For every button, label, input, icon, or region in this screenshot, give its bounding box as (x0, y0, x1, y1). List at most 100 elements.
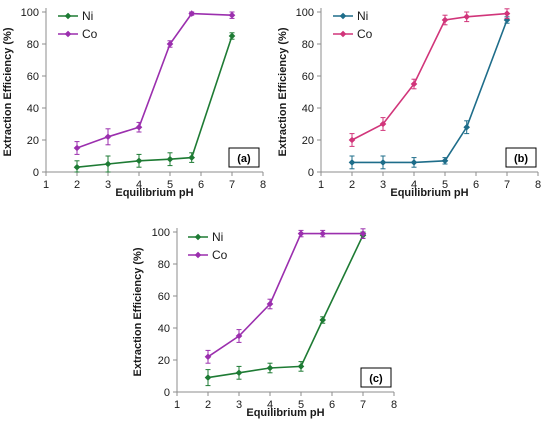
y-axis-label: Extraction Efficiency (%) (277, 27, 289, 156)
chart-panel-c: 0 20 40 60 80 100 1 2 3 4 5 6 7 8 Equilibrium pH Extrac… (132, 227, 397, 419)
legend-label: Ni (82, 9, 93, 23)
legend-item-ni: Ni (333, 9, 368, 23)
data-point (348, 136, 356, 144)
data-point (228, 11, 236, 19)
panel-tag: (c) (360, 367, 392, 388)
data-point (410, 159, 418, 166)
panel-tag-label: (c) (369, 373, 383, 385)
x-tick-label: 2 (205, 399, 211, 411)
x-tick-label: 3 (380, 179, 386, 191)
chart-panel-a: 0 20 40 60 80 100 1 2 3 4 5 6 7 8 Equilibrium pH Extrac… (2, 7, 266, 199)
data-point (188, 10, 196, 17)
panel-tag: (b) (505, 147, 537, 168)
series-ni (348, 16, 511, 170)
legend-swatch-marker (194, 233, 202, 241)
y-tick-label: 100 (296, 7, 314, 19)
data-point (359, 230, 367, 237)
x-tick-label: 5 (442, 179, 448, 191)
data-point (235, 332, 243, 340)
x-axis-label: Equilibrium pH (390, 187, 468, 199)
data-point (166, 40, 174, 48)
data-point (503, 10, 511, 17)
y-tick-label: 40 (158, 323, 170, 335)
series-ni (73, 32, 236, 173)
x-tick-label: 5 (298, 399, 304, 411)
x-tick-label: 1 (43, 179, 49, 191)
series-line (207, 232, 363, 358)
data-point (266, 364, 274, 372)
x-tick-label: 8 (260, 179, 266, 191)
legend-item-co: Co (333, 27, 373, 41)
y-tick-label: 0 (33, 167, 39, 179)
panel-tag-box (360, 367, 392, 388)
legend-swatch-marker (339, 30, 347, 38)
data-point (135, 157, 143, 165)
data-point (297, 363, 305, 370)
x-tick-label: 6 (198, 179, 204, 191)
x-tick-label: 2 (349, 179, 355, 191)
y-tick-label: 60 (27, 71, 39, 83)
legend-item-ni: Ni (58, 9, 93, 23)
y-tick-label: 100 (21, 7, 39, 19)
legend-label: Ni (212, 230, 223, 244)
x-tick-label: 6 (473, 179, 479, 191)
y-tick-label: 80 (27, 39, 39, 51)
x-tick-label: 1 (174, 399, 180, 411)
legend-label: Co (212, 248, 228, 262)
data-point (319, 230, 327, 237)
data-point (135, 123, 143, 131)
series-co (348, 8, 511, 147)
data-point (188, 154, 196, 161)
legend-swatch-marker (339, 12, 347, 20)
legend-label: Co (357, 27, 373, 41)
data-point (379, 120, 387, 128)
series-line (352, 19, 508, 164)
x-axis-label: Equilibrium pH (246, 407, 324, 419)
data-point (348, 159, 356, 166)
data-point (104, 133, 112, 141)
data-point (73, 163, 81, 171)
series-co (204, 228, 367, 364)
x-tick-label: 4 (411, 179, 417, 191)
data-point (441, 16, 449, 24)
y-tick-label: 80 (158, 259, 170, 271)
y-tick-label: 40 (27, 103, 39, 115)
series-line (351, 12, 508, 141)
data-point (319, 316, 327, 324)
y-tick-label: 20 (302, 135, 314, 147)
data-point (204, 353, 212, 361)
data-point (228, 32, 236, 40)
x-axis-label: Equilibrium pH (115, 187, 193, 199)
series-line (76, 35, 233, 168)
panel-tag-box (228, 147, 260, 168)
legend-item-co: Co (58, 27, 98, 41)
data-point (441, 157, 449, 165)
y-tick-label: 0 (308, 167, 314, 179)
legend-item-ni: Ni (188, 230, 223, 244)
x-tick-label: 7 (229, 179, 235, 191)
data-point (266, 300, 274, 308)
legend-swatch-marker (194, 251, 202, 259)
x-tick-label: 2 (74, 179, 80, 191)
series-line (207, 234, 364, 379)
data-point (104, 160, 112, 168)
panel-tag-box (505, 147, 537, 168)
x-tick-label: 6 (329, 399, 335, 411)
y-tick-label: 40 (302, 103, 314, 115)
series-ni (204, 231, 367, 387)
y-tick-label: 80 (302, 39, 314, 51)
panel-tag: (a) (228, 147, 260, 168)
x-tick-label: 4 (267, 399, 273, 411)
data-point (463, 123, 471, 131)
x-tick-label: 8 (535, 179, 541, 191)
y-tick-label: 60 (302, 71, 314, 83)
panel-tag-label: (b) (514, 153, 528, 165)
chart-panel-b: 0 20 40 60 80 100 1 2 3 4 5 6 7 8 Equilibrium pH Extrac… (277, 7, 541, 199)
panel-tag-label: (a) (237, 153, 251, 165)
x-tick-label: 4 (136, 179, 142, 191)
y-tick-label: 100 (152, 227, 170, 239)
y-tick-label: 20 (27, 135, 39, 147)
legend-swatch-marker (64, 30, 72, 38)
data-point (73, 144, 81, 152)
data-point (463, 13, 471, 21)
